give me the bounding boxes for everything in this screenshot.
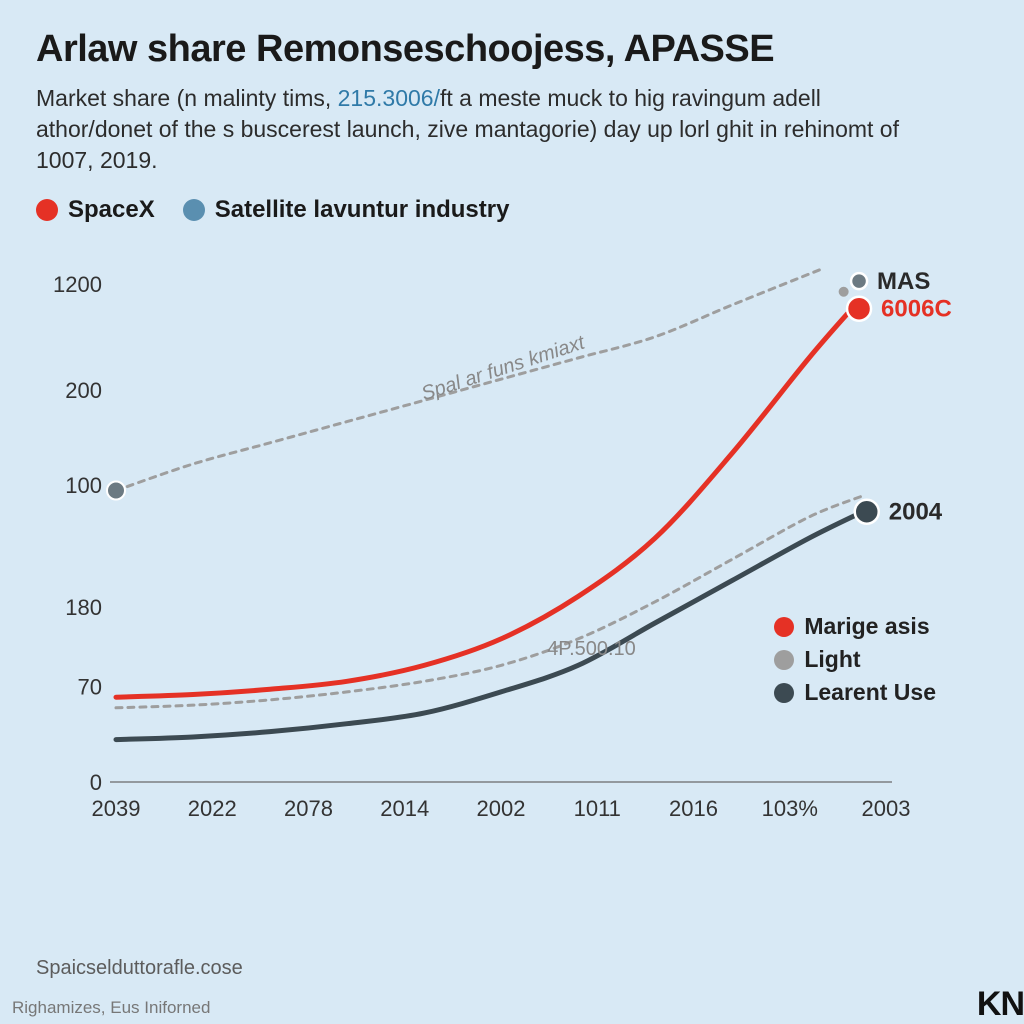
inner-legend-row: Learent Use [774, 679, 936, 706]
svg-text:70: 70 [78, 675, 102, 700]
svg-text:MAS: MAS [877, 268, 930, 295]
svg-text:1011: 1011 [574, 796, 621, 821]
svg-text:100: 100 [65, 473, 102, 498]
legend-dot-icon [36, 199, 58, 221]
svg-text:2022: 2022 [188, 796, 237, 821]
legend-label: Satellite lavuntur industry [215, 196, 510, 224]
subtitle-before: Market share (n malinty tims, [36, 85, 338, 111]
legend-item-satellite: Satellite lavuntur industry [183, 196, 510, 224]
svg-text:2002: 2002 [477, 796, 526, 821]
chart-page: Arlaw share Remonseschoojess, APASSE Mar… [0, 0, 1024, 1024]
svg-text:2014: 2014 [380, 796, 429, 821]
legend-dot-icon [774, 650, 794, 670]
svg-text:2003: 2003 [862, 796, 911, 821]
source-text: Spaicselduttorafle.cose [36, 957, 243, 980]
page-title: Arlaw share Remonseschoojess, APASSE [36, 28, 988, 71]
svg-text:2004: 2004 [889, 499, 943, 526]
legend-dot-icon [774, 683, 794, 703]
svg-text:0: 0 [90, 770, 102, 795]
svg-text:4P.500.10: 4P.500.10 [547, 638, 636, 660]
inner-legend-row: Light [774, 646, 936, 673]
inner-legend-label: Learent Use [804, 679, 936, 706]
subtitle-accent: 215.3006/ [338, 85, 440, 111]
svg-text:2039: 2039 [92, 796, 141, 821]
legend-dot-icon [183, 199, 205, 221]
svg-text:2016: 2016 [669, 796, 718, 821]
svg-text:1200: 1200 [53, 272, 102, 297]
page-subtitle: Market share (n malinty tims, 215.3006/f… [36, 83, 936, 176]
svg-text:2078: 2078 [284, 796, 333, 821]
legend-item-spacex: SpaceX [36, 196, 155, 224]
inner-legend-row: Marige asis [774, 613, 936, 640]
svg-text:180: 180 [65, 595, 102, 620]
line-chart-svg: 0 70 180 100 200 1200 2039 2022 2078 2014 2002 1011… [36, 232, 996, 852]
brand-logo: KN [977, 985, 1024, 1024]
legend-dot-icon [774, 617, 794, 637]
svg-text:103%: 103% [762, 796, 818, 821]
legend-label: SpaceX [68, 196, 155, 224]
legend-top: SpaceX Satellite lavuntur industry [36, 196, 988, 224]
svg-text:200: 200 [65, 378, 102, 403]
chart-area: 0 70 180 100 200 1200 2039 2022 2078 2014 2002 1011… [36, 232, 996, 852]
inner-legend-label: Marige asis [804, 613, 929, 640]
svg-text:Spal ar funs kmiaxt: Spal ar funs kmiaxt [419, 331, 589, 405]
svg-text:6006C: 6006C [881, 296, 952, 323]
inner-legend-label: Light [804, 646, 860, 673]
inner-legend: Marige asis Light Learent Use [774, 607, 936, 712]
credit-text: Righamizes, Eus Iniforned [12, 998, 210, 1018]
